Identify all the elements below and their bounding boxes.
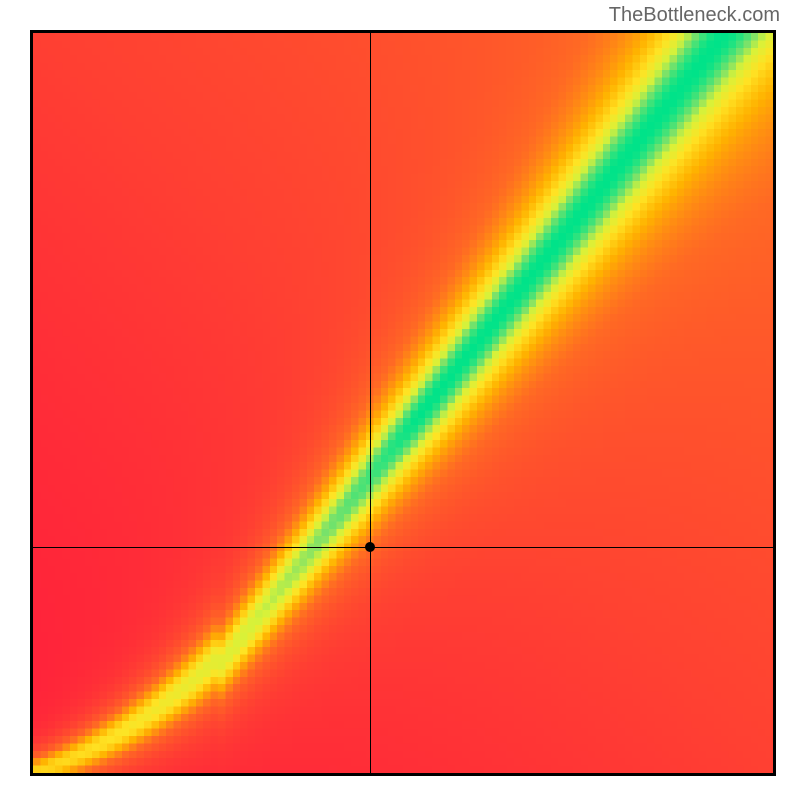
crosshair-horizontal — [33, 547, 773, 548]
heatmap-canvas — [33, 33, 773, 773]
crosshair-vertical — [370, 33, 371, 773]
marker-dot — [365, 542, 375, 552]
watermark-text: TheBottleneck.com — [609, 4, 780, 27]
page-root: TheBottleneck.com — [0, 0, 800, 800]
heatmap-plot — [30, 30, 776, 776]
